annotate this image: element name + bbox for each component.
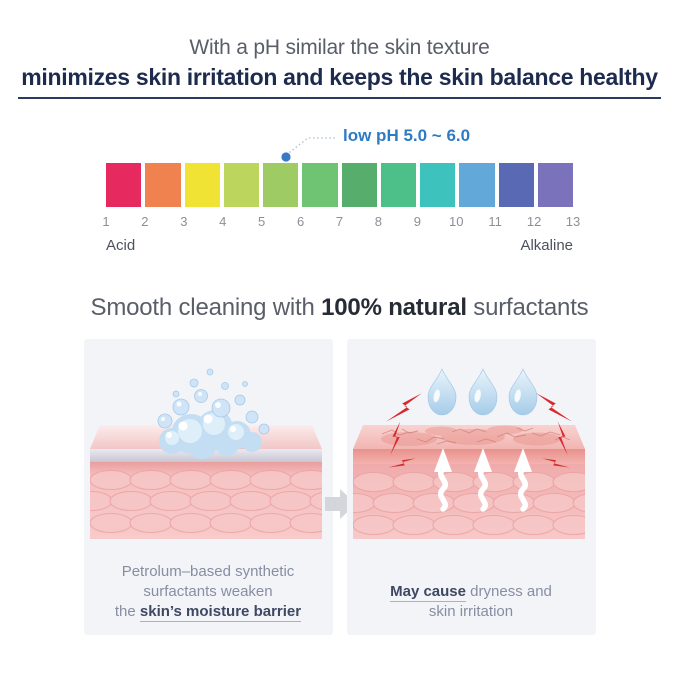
- caption-text: dryness and: [466, 583, 552, 600]
- caption-line: May cause dryness and: [347, 582, 596, 602]
- ph-block: [223, 163, 259, 207]
- panel-right-caption: May cause dryness and skin irritation: [347, 582, 596, 622]
- ph-number: 1: [102, 214, 110, 229]
- damaged-skin-block: [352, 425, 585, 539]
- ph-number: 6: [296, 214, 305, 229]
- ph-number: 5: [258, 214, 266, 229]
- caption-text: Petrolum–based synthetic: [121, 563, 295, 580]
- ph-block: [420, 163, 456, 207]
- panel-synthetic-surfactant: Petrolum–based synthetic surfactants wea…: [83, 339, 333, 635]
- ph-number: 2: [141, 214, 149, 229]
- ph-block: [106, 163, 142, 207]
- caption-text: surfactants weaken: [143, 583, 273, 600]
- water-drops-icon: [427, 368, 537, 416]
- ph-number: 7: [335, 214, 344, 229]
- section-title: Smooth cleaning with 100% natural surfac…: [0, 294, 679, 322]
- ph-number: 8: [374, 214, 383, 229]
- ph-block: [537, 163, 573, 207]
- caption-line: surfactants weaken: [84, 582, 333, 602]
- caption-text: skin irritation: [428, 603, 514, 620]
- ph-block: [459, 163, 495, 207]
- ph-number: 13: [565, 214, 581, 229]
- skin-block: [89, 425, 322, 539]
- foam-on-skin-illustration: [89, 368, 322, 539]
- ph-block: [145, 163, 181, 207]
- ph-number-scale: 1 2 3 4 5 6 7 8 9 10 11 12 13: [102, 214, 580, 230]
- section-title-suffix: surfactants: [466, 294, 589, 321]
- caption-emphasis: skin’s moisture barrier: [139, 603, 302, 622]
- alkaline-label: Alkaline: [520, 237, 573, 254]
- section-title-prefix: Smooth cleaning with: [90, 294, 322, 321]
- caption-line: skin irritation: [347, 602, 596, 622]
- ph-block: [302, 163, 338, 207]
- irritation-bolt-icon: [385, 393, 572, 468]
- ph-block: [184, 163, 220, 207]
- ph-callout: low pH 5.0 ~ 6.0: [106, 125, 573, 163]
- header: With a pH similar the skin texture minim…: [0, 0, 679, 99]
- ph-number: 9: [413, 214, 421, 229]
- ph-callout-label: low pH 5.0 ~ 6.0: [343, 126, 471, 145]
- panel-left-caption: Petrolum–based synthetic surfactants wea…: [84, 562, 333, 622]
- irritated-skin-illustration: [352, 368, 585, 539]
- acid-label: Acid: [106, 237, 136, 254]
- ph-number: 11: [488, 214, 502, 229]
- moisture-escape-arrow-icon: [433, 448, 532, 512]
- ph-number: 10: [449, 214, 464, 229]
- ph-number: 12: [526, 214, 542, 229]
- foam-bubbles-icon: [157, 368, 269, 459]
- ph-end-labels: Acid Alkaline: [106, 237, 573, 254]
- ph-marker-dot-icon: [281, 137, 337, 162]
- header-title: minimizes skin irritation and keeps the …: [0, 64, 679, 99]
- caption-text: the: [114, 603, 140, 620]
- comparison-panels: Petrolum–based synthetic surfactants wea…: [83, 339, 596, 635]
- ph-number: 4: [219, 214, 227, 229]
- header-subtitle: With a pH similar the skin texture: [189, 36, 490, 59]
- caption-line: Petrolum–based synthetic: [84, 562, 333, 582]
- header-title-text: minimizes skin irritation and keeps the …: [18, 64, 661, 99]
- caption-emphasis: May cause: [390, 583, 466, 602]
- transition-arrow-icon: [323, 487, 357, 526]
- ph-number: 3: [180, 214, 188, 229]
- ph-scale-section: low pH 5.0 ~ 6.0 1 2 3 4 5 6 7 8 9 10 11 12 13 Acid …: [0, 125, 679, 254]
- panel-damaged-skin: May cause dryness and skin irritation: [346, 339, 596, 635]
- caption-line: the skin’s moisture barrier: [84, 602, 333, 622]
- ph-block: [380, 163, 416, 207]
- section-title-emphasis: 100% natural: [321, 294, 467, 321]
- ph-color-bar: [106, 163, 573, 207]
- ph-block: [498, 163, 534, 207]
- ph-block: [341, 163, 377, 207]
- ph-scale: low pH 5.0 ~ 6.0 1 2 3 4 5 6 7 8 9 10 11 12 13 Acid …: [102, 125, 580, 254]
- ph-block: [263, 163, 299, 207]
